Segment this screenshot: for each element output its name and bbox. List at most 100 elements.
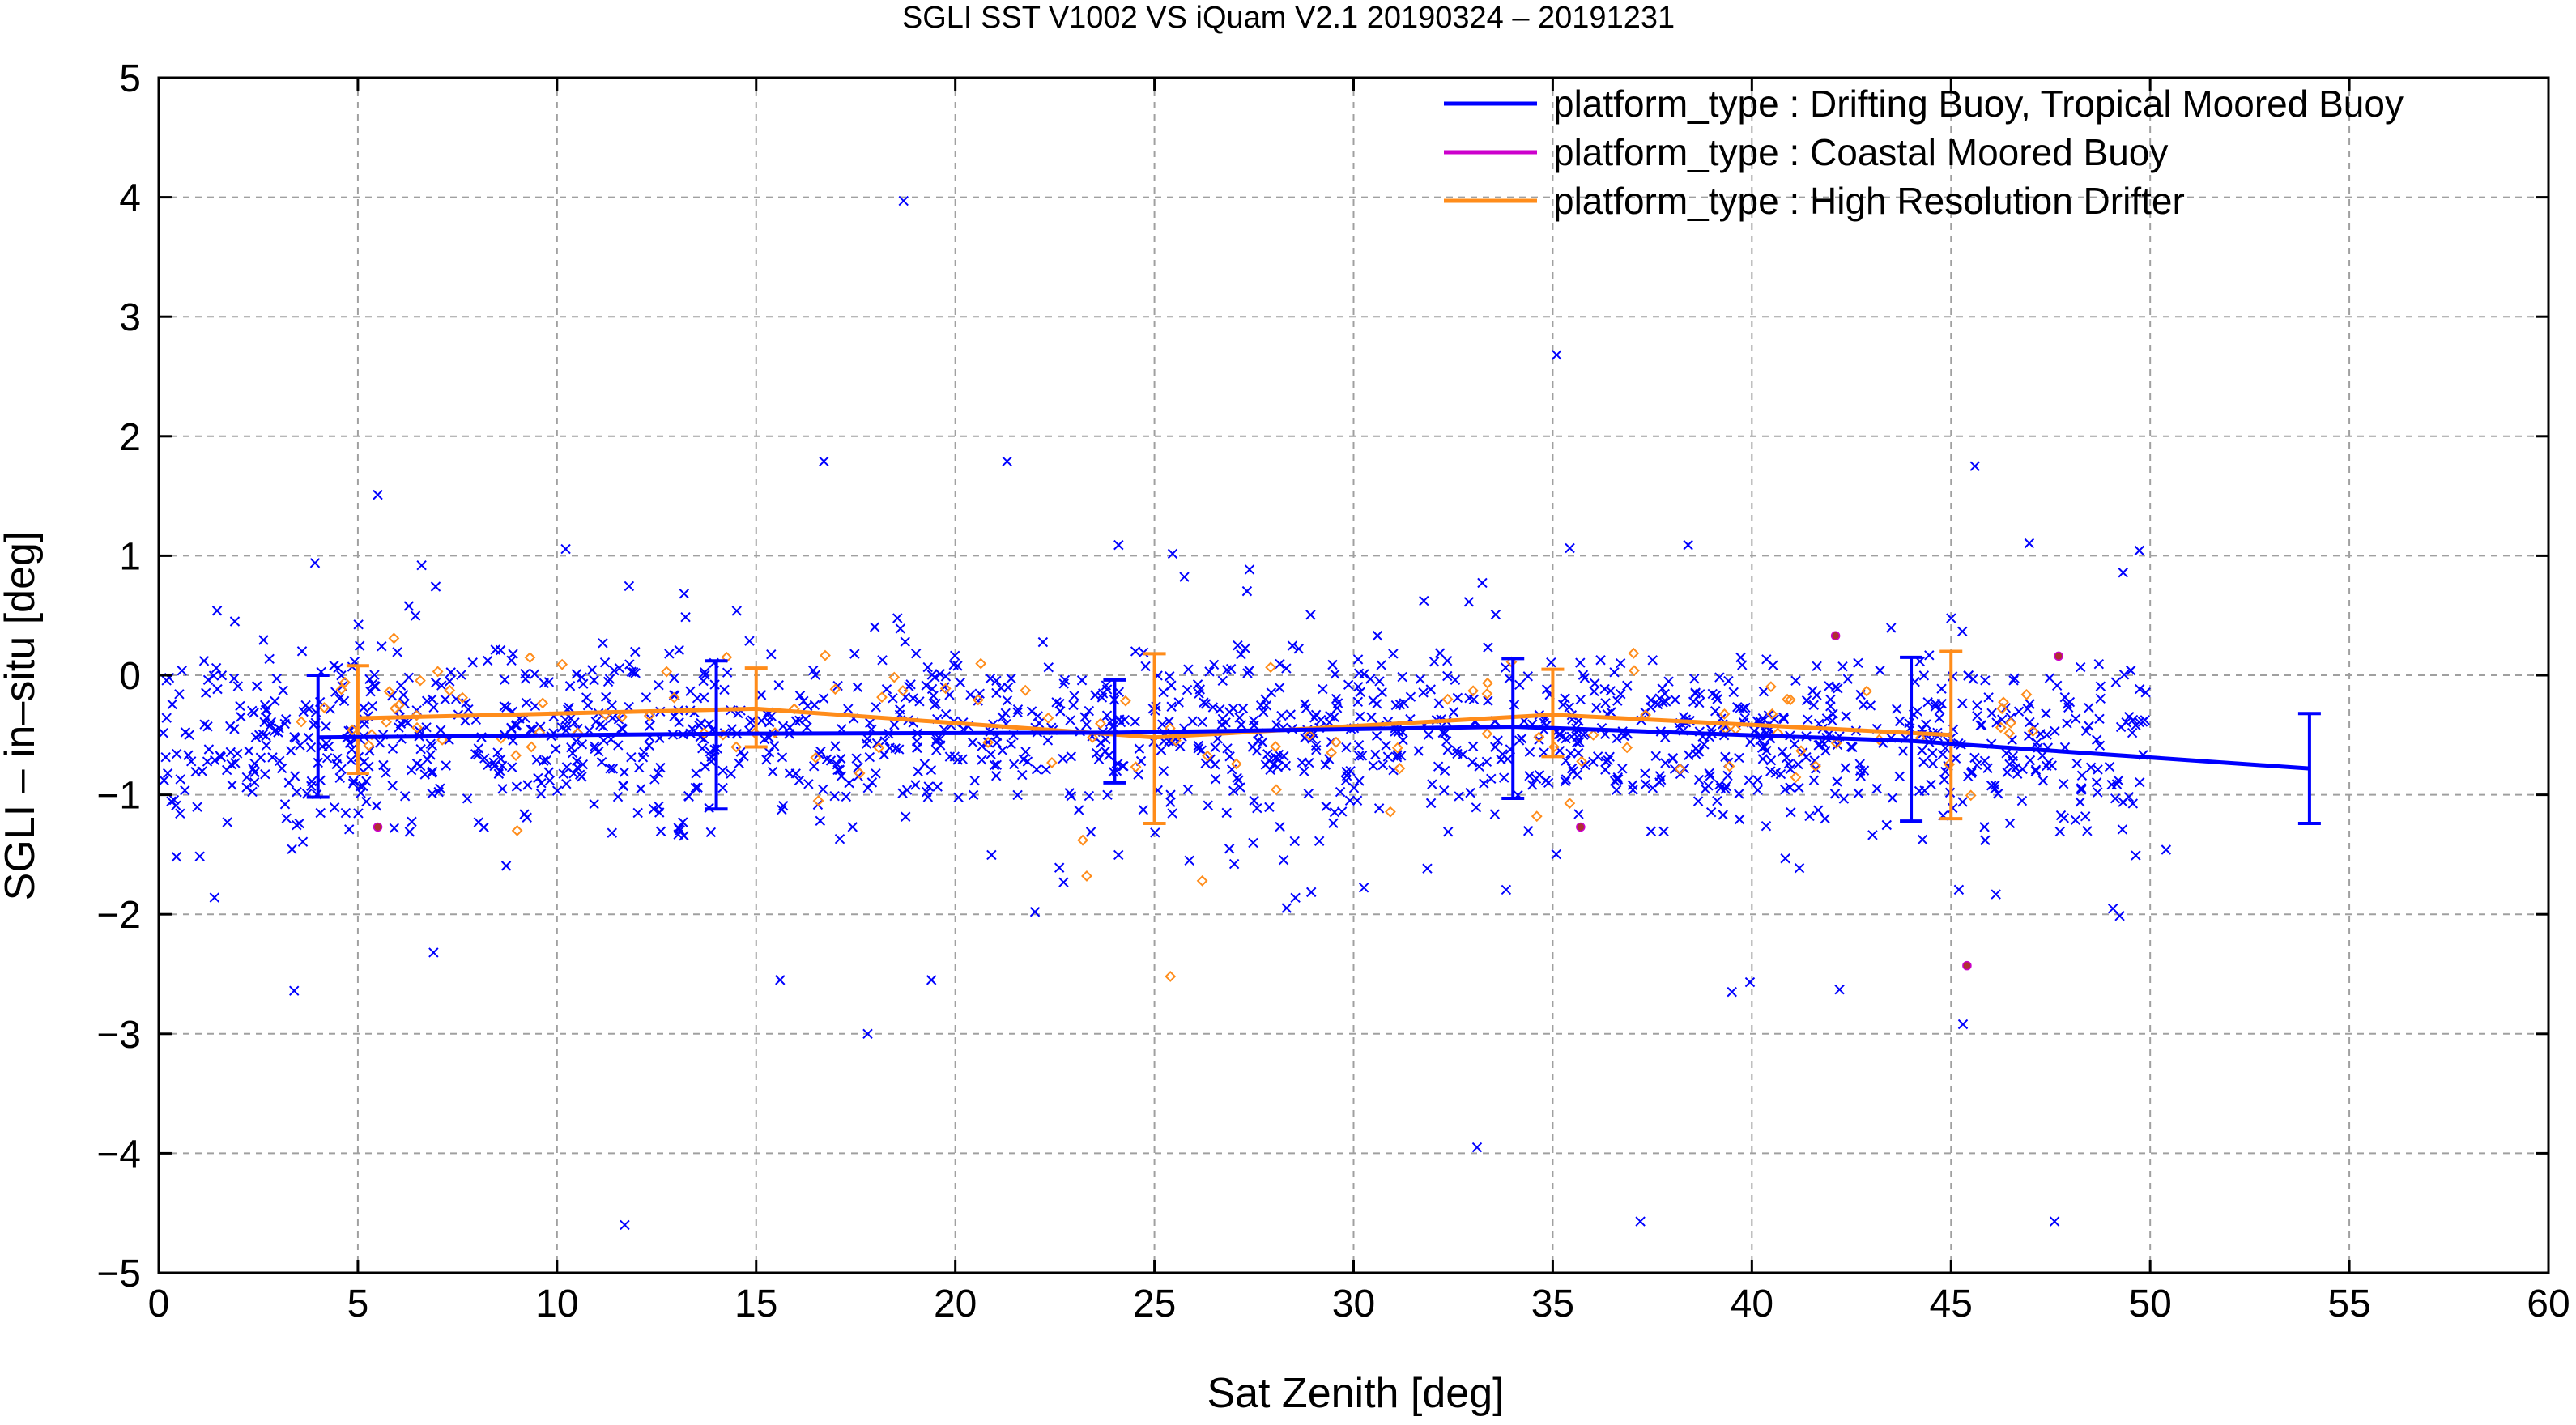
- scatter-point: [2094, 713, 2105, 724]
- scatter-point: [1090, 690, 1101, 700]
- scatter-point: [1029, 907, 1041, 917]
- scatter-point: [1020, 684, 1032, 696]
- scatter-point: [533, 772, 543, 784]
- scatter-point: [609, 665, 620, 676]
- scatter-point: [1221, 807, 1232, 819]
- scatter-point: [812, 795, 824, 806]
- scatter-point: [2070, 815, 2081, 826]
- scatter-point: [1228, 785, 1239, 797]
- scatter-point: [2050, 725, 2060, 737]
- scatter-point: [892, 613, 903, 623]
- scatter-point: [520, 674, 531, 684]
- scatter-point: [1564, 702, 1574, 712]
- scatter-point: [931, 734, 943, 745]
- scatter-point: [577, 739, 588, 750]
- scatter-point: [378, 759, 389, 771]
- scatter-point: [871, 768, 881, 779]
- scatter-point: [1377, 687, 1387, 698]
- scatter-point: [2095, 693, 2106, 704]
- scatter-point: [2005, 717, 2016, 729]
- scatter-point: [353, 619, 364, 630]
- scatter-point: [1957, 626, 1968, 637]
- scatter-point: [1397, 671, 1407, 683]
- scatter-point: [1490, 609, 1501, 620]
- scatter-point: [1761, 820, 1772, 832]
- scatter-point: [1251, 746, 1262, 756]
- scatter-point: [568, 768, 579, 779]
- scatter-point: [1450, 674, 1461, 686]
- scatter-point: [1242, 668, 1253, 678]
- scatter-point: [1979, 822, 1990, 832]
- scatter-point: [1043, 662, 1054, 673]
- scatter-point: [744, 636, 755, 646]
- scatter-point: [1335, 786, 1346, 798]
- scatter-point: [1744, 976, 1756, 988]
- scatter-point: [1555, 729, 1565, 740]
- scatter-point: [2082, 826, 2093, 836]
- scatter-point: [436, 734, 449, 746]
- scatter-point: [2091, 777, 2102, 788]
- scatter-point: [1193, 743, 1203, 754]
- scatter-point: [467, 657, 478, 668]
- scatter-point: [441, 760, 451, 771]
- scatter-point: [2137, 717, 2148, 727]
- scatter-point: [348, 776, 359, 786]
- scatter-point: [241, 782, 252, 793]
- scatter-point: [1275, 658, 1285, 670]
- scatter-point: [211, 662, 222, 674]
- scatter-point: [1164, 716, 1174, 726]
- scatter-point: [344, 824, 355, 835]
- scatter-point: [1157, 719, 1168, 730]
- scatter-point: [1355, 711, 1365, 722]
- scatter-point: [295, 740, 305, 751]
- scatter-point: [2084, 721, 2094, 731]
- scatter-point: [1217, 713, 1228, 725]
- scatter-point: [1897, 746, 1909, 756]
- scatter-point: [1193, 740, 1203, 751]
- scatter-point: [1534, 734, 1544, 746]
- scatter-point: [1720, 751, 1731, 762]
- scatter-point: [1041, 764, 1051, 775]
- scatter-point: [249, 758, 260, 769]
- scatter-point: [1734, 789, 1744, 799]
- y-tick-label: 4: [119, 177, 141, 220]
- scatter-point: [1937, 749, 1948, 760]
- scatter-point: [1980, 835, 1991, 845]
- scatter-point: [544, 775, 556, 786]
- scatter-point: [731, 606, 742, 616]
- x-tick-label: 50: [2128, 1282, 2171, 1325]
- scatter-point: [935, 669, 946, 679]
- scatter-point: [1775, 768, 1786, 780]
- scatter-point: [1102, 789, 1113, 801]
- scatter-point: [1820, 813, 1830, 824]
- scatter-point: [1452, 748, 1463, 759]
- scatter-point: [381, 768, 391, 778]
- scatter-point: [1058, 678, 1069, 689]
- scatter-point: [1081, 719, 1092, 730]
- scatter-point: [1576, 755, 1588, 768]
- scatter-point: [613, 714, 624, 725]
- scatter-point: [1670, 694, 1680, 705]
- scatter-point: [680, 611, 691, 623]
- scatter-point: [421, 695, 432, 706]
- scatter-point: [821, 754, 832, 764]
- scatter-point: [1481, 687, 1493, 700]
- scatter-point: [267, 752, 278, 763]
- scatter-point: [2054, 826, 2065, 837]
- scatter-point: [2049, 1216, 2060, 1227]
- scatter-point: [1825, 694, 1836, 705]
- scatter-point: [922, 792, 934, 802]
- scatter-point: [1101, 734, 1111, 745]
- scatter-point: [560, 543, 571, 555]
- scatter-point: [479, 753, 490, 764]
- scatter-point: [2140, 687, 2151, 698]
- scatter-point: [940, 671, 952, 682]
- scatter-point: [1439, 785, 1450, 796]
- scatter-point: [1054, 862, 1065, 873]
- scatter-point: [912, 742, 922, 754]
- scatter-point: [1646, 695, 1656, 705]
- scatter-point: [347, 744, 357, 755]
- scatter-point: [551, 743, 561, 755]
- scatter-point: [1228, 858, 1240, 870]
